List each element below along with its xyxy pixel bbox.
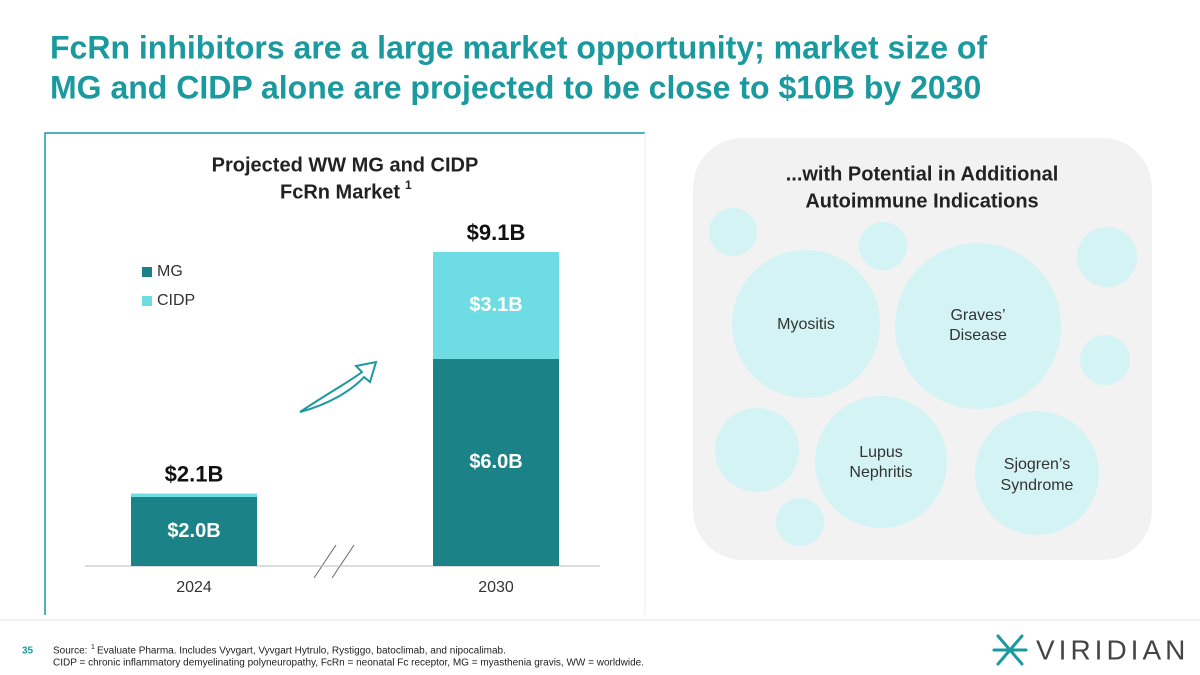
value-label: $3.1B — [469, 294, 522, 316]
value-label: $6.0B — [469, 451, 522, 473]
bubble — [1080, 335, 1130, 385]
bubbles — [709, 208, 1137, 546]
bubble — [975, 411, 1099, 535]
footnote: Source: — [53, 646, 87, 657]
growth-arrow — [299, 360, 378, 413]
bubble — [776, 498, 824, 546]
slide-title: MG and CIDP alone are projected to be cl… — [50, 69, 981, 105]
value-label: $2.0B — [167, 520, 220, 542]
footnote: CIDP = chronic inflammatory demyelinatin… — [53, 658, 644, 669]
bubble — [732, 250, 880, 398]
bubble — [815, 396, 947, 528]
bar-segment — [433, 252, 559, 359]
bar-segment — [131, 496, 257, 566]
bubble-label: Sjogren’s — [1004, 456, 1070, 473]
x-tick-label: 2030 — [478, 579, 514, 596]
legend-label: CIDP — [157, 292, 195, 309]
bubble-label: Nephritis — [849, 464, 912, 481]
bubble-label: Disease — [949, 327, 1007, 344]
logo-text: VIRIDIAN — [1036, 634, 1189, 665]
footnote-ref: 1 — [91, 644, 95, 651]
bubble — [895, 243, 1061, 409]
legend-swatch — [142, 296, 152, 306]
axis-break — [331, 544, 355, 579]
chart-title: Projected WW MG and CIDP — [212, 154, 479, 176]
page-number: 35 — [22, 646, 34, 657]
bubble — [859, 222, 907, 270]
chart-title: FcRn Market — [280, 181, 400, 203]
chart-title-sup: 1 — [405, 178, 412, 192]
footnote: Evaluate Pharma. Includes Vyvgart, Vyvga… — [97, 646, 506, 657]
panel-title: Autoimmune Indications — [805, 190, 1038, 212]
total-label: $2.1B — [165, 461, 224, 486]
legend-label: MG — [157, 263, 183, 280]
bubble — [1077, 227, 1137, 287]
legend-swatch — [142, 267, 152, 277]
axis-break — [313, 544, 337, 579]
x-tick-label: 2024 — [176, 579, 212, 596]
logo-mark — [992, 634, 1028, 666]
slide-title: FcRn inhibitors are a large market oppor… — [50, 29, 987, 65]
bubble — [715, 408, 799, 492]
total-label: $9.1B — [467, 220, 526, 245]
bubble-label: Syndrome — [1001, 477, 1074, 494]
bubble — [709, 208, 757, 256]
panel-border — [44, 132, 645, 615]
panel-title: ...with Potential in Additional — [786, 163, 1059, 185]
bar-segment — [433, 358, 559, 566]
bubble-label: Lupus — [859, 444, 903, 461]
bubble-label: Myositis — [777, 316, 835, 333]
bar-segment — [131, 493, 257, 497]
bubble-label: Graves’ — [950, 307, 1005, 324]
